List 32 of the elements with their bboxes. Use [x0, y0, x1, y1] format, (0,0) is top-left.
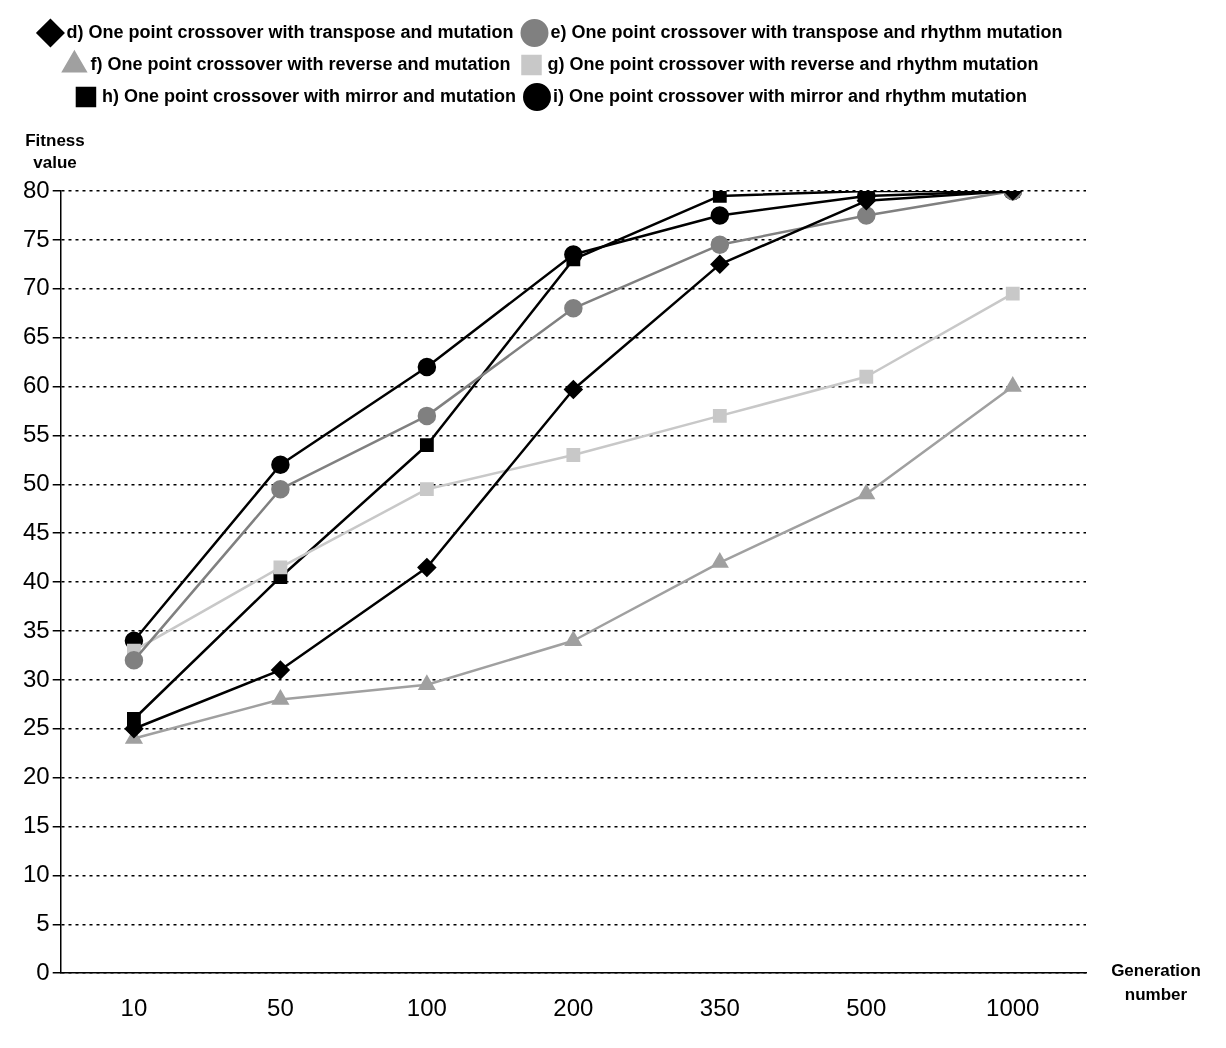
y-tick-label: 55: [22, 420, 50, 448]
legend-label: g) One point crossover with reverse and rhythm mutation: [547, 53, 1039, 74]
x-tick-label: 50: [267, 994, 294, 1022]
y-tick-label: 5: [36, 908, 50, 936]
y-axis-title: Fitness value: [25, 130, 85, 172]
x-axis-title: Generation number: [1111, 960, 1201, 1004]
x-tick-label: 500: [846, 994, 887, 1022]
y-tick-label: 25: [22, 713, 50, 741]
y-tick-label: 15: [22, 811, 50, 839]
y-tick-label: 80: [22, 175, 50, 203]
x-tick-label: 10: [120, 994, 148, 1022]
y-tick-label: 60: [22, 371, 50, 399]
y-tick-label: 65: [22, 322, 50, 350]
y-tick-label: 70: [22, 273, 50, 301]
y-tick-label: 75: [22, 224, 50, 252]
y-tick-label: 0: [36, 957, 50, 985]
y-tick-label: 30: [22, 664, 50, 692]
legend-label: e) One point crossover with transpose and rhythm mutation: [550, 21, 1063, 42]
legend-label: i) One point crossover with mirror and rhythm mutation: [552, 85, 1028, 106]
x-tick-label: 1000: [986, 994, 1040, 1022]
legend-label: f) One point crossover with reverse and mutation: [90, 53, 511, 74]
y-tick-label: 40: [22, 566, 50, 594]
y-tick-label: 50: [22, 468, 50, 496]
y-tick-label: 45: [22, 517, 50, 545]
y-tick-label: 20: [22, 762, 50, 790]
x-tick-label: 100: [406, 994, 447, 1022]
x-tick-label: 200: [553, 994, 594, 1022]
legend-label: h) One point crossover with mirror and mutation: [101, 85, 517, 106]
legend-label: d) One point crossover with transpose and mutation: [66, 21, 514, 42]
y-tick-label: 35: [22, 615, 50, 643]
y-tick-label: 10: [22, 860, 50, 888]
x-tick-label: 350: [699, 994, 740, 1022]
